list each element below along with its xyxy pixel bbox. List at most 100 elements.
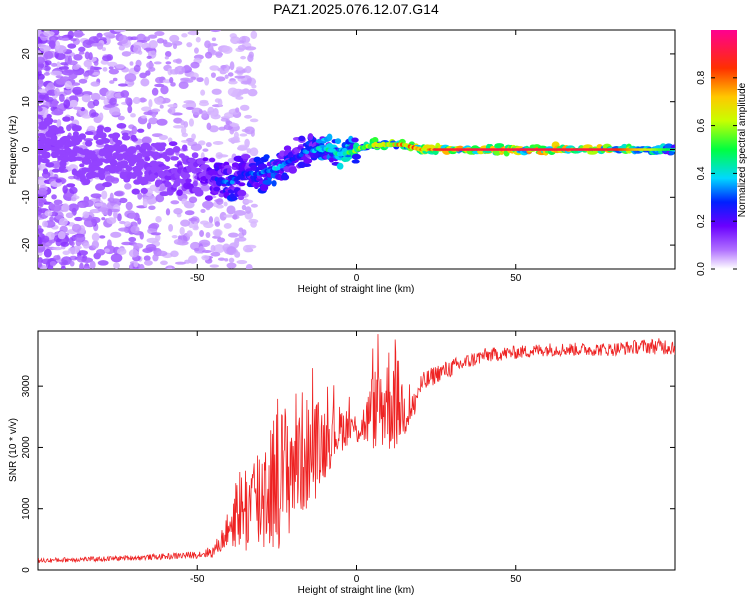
heatmap-cell xyxy=(148,34,158,39)
heatmap-cell xyxy=(115,139,123,146)
heatmap-cell xyxy=(82,178,91,186)
heatmap-cell xyxy=(74,216,83,222)
heatmap-cell xyxy=(61,203,70,213)
heatmap-cell xyxy=(82,242,90,249)
heatmap-cell xyxy=(101,217,106,221)
heatmap-cell xyxy=(110,231,122,238)
heatmap-cell xyxy=(351,137,359,143)
heatmap-cell xyxy=(99,96,106,101)
heatmap-cell xyxy=(371,136,379,144)
heatmap-cell xyxy=(73,53,83,61)
heatmap-cell xyxy=(148,205,156,210)
heatmap-cell xyxy=(82,39,94,48)
heatmap-cell xyxy=(229,61,235,71)
heatmap-cell xyxy=(181,33,188,38)
heatmap-cell xyxy=(184,210,195,216)
x-tick-label: 0 xyxy=(354,273,360,284)
heatmap-cell xyxy=(160,165,171,170)
heatmap-cell xyxy=(215,76,226,82)
heatmap-cell xyxy=(167,266,173,269)
heatmap-cell xyxy=(117,213,122,222)
heatmap-cell xyxy=(228,257,235,263)
heatmap-cell xyxy=(154,83,165,88)
heatmap-cell xyxy=(155,179,164,185)
heatmap-cell xyxy=(127,105,133,114)
heatmap-cell xyxy=(170,200,180,205)
heatmap-cell xyxy=(107,208,113,217)
heatmap-cell xyxy=(103,126,112,133)
heatmap-cell xyxy=(152,152,163,159)
heatmap-cell xyxy=(70,241,75,247)
colorbar: 0.0 0.2 0.4 0.6 0.8 Normalized spectral ampl… xyxy=(696,30,748,276)
heatmap-cell xyxy=(109,80,115,84)
heatmap-cell xyxy=(38,73,45,81)
heatmap-cell xyxy=(145,145,153,151)
heatmap-cell xyxy=(163,42,173,48)
heatmap-cell xyxy=(213,244,226,254)
heatmap-cell xyxy=(84,131,94,136)
heatmap-cell xyxy=(73,32,85,37)
heatmap-cell xyxy=(152,253,159,262)
x-tick-label: 50 xyxy=(510,574,522,585)
heatmap-cell xyxy=(146,55,152,60)
heatmap-cell xyxy=(143,260,153,266)
heatmap-cell xyxy=(188,118,194,127)
heatmap-cell xyxy=(219,211,227,221)
heatmap-cell xyxy=(57,126,64,133)
heatmap-cell xyxy=(104,248,110,253)
heatmap-cell xyxy=(146,61,154,69)
heatmap-cell xyxy=(151,108,161,113)
heatmap-cell xyxy=(53,199,63,205)
heatmap-cell xyxy=(239,133,248,137)
heatmap-cell xyxy=(69,260,75,267)
heatmap-cell xyxy=(83,72,90,77)
heatmap-cell xyxy=(98,172,106,181)
heatmap-cell xyxy=(117,83,128,87)
heatmap-cell xyxy=(51,98,58,108)
heatmap-cell xyxy=(124,73,137,83)
heatmap-cell xyxy=(229,122,239,127)
y-tick-label: 0 xyxy=(21,146,32,152)
heatmap-cell xyxy=(143,111,153,116)
heatmap-cell xyxy=(173,117,183,124)
heatmap-cell xyxy=(244,126,255,135)
heatmap-cell xyxy=(351,159,360,164)
top-x-axis-label: Height of straight line (km) xyxy=(298,284,415,295)
heatmap-cell xyxy=(244,46,257,51)
heatmap-cell xyxy=(202,157,209,162)
spectrogram-panel: -50 0 50 -20 -10 0 10 20 Height of straight li… xyxy=(8,29,676,295)
heatmap-cell xyxy=(172,145,181,153)
heatmap-cell xyxy=(140,187,148,195)
heatmap-cell xyxy=(149,222,160,229)
heatmap-cell xyxy=(167,149,175,155)
heatmap-cell xyxy=(227,72,234,77)
heatmap-cell xyxy=(73,125,82,132)
heatmap-cell xyxy=(118,35,129,45)
heatmap-cell xyxy=(148,66,156,72)
heatmap-cell xyxy=(113,262,120,269)
heatmap-cell xyxy=(130,225,140,234)
heatmap-cell xyxy=(89,260,96,269)
heatmap-cell xyxy=(44,210,53,217)
heatmap-cell xyxy=(250,203,258,208)
heatmap-cell xyxy=(55,52,66,61)
heatmap-cell xyxy=(151,113,157,118)
heatmap-cell xyxy=(138,97,147,103)
heatmap-cell xyxy=(51,194,57,200)
heatmap-cell xyxy=(176,189,183,196)
x-tick-label: 50 xyxy=(510,273,522,284)
heatmap-cell xyxy=(238,182,246,187)
heatmap-cell xyxy=(131,188,140,195)
heatmap-cell xyxy=(94,202,103,207)
heatmap-cell xyxy=(198,109,203,114)
heatmap-cell xyxy=(65,135,72,141)
heatmap-cell xyxy=(210,72,216,78)
heatmap-cell xyxy=(108,66,114,70)
heatmap-cell xyxy=(81,257,94,263)
heatmap-cell xyxy=(183,121,189,128)
heatmap-cell xyxy=(110,177,120,184)
heatmap-cell xyxy=(55,178,62,183)
heatmap-cell xyxy=(245,264,253,269)
heatmap-cell xyxy=(119,144,128,152)
